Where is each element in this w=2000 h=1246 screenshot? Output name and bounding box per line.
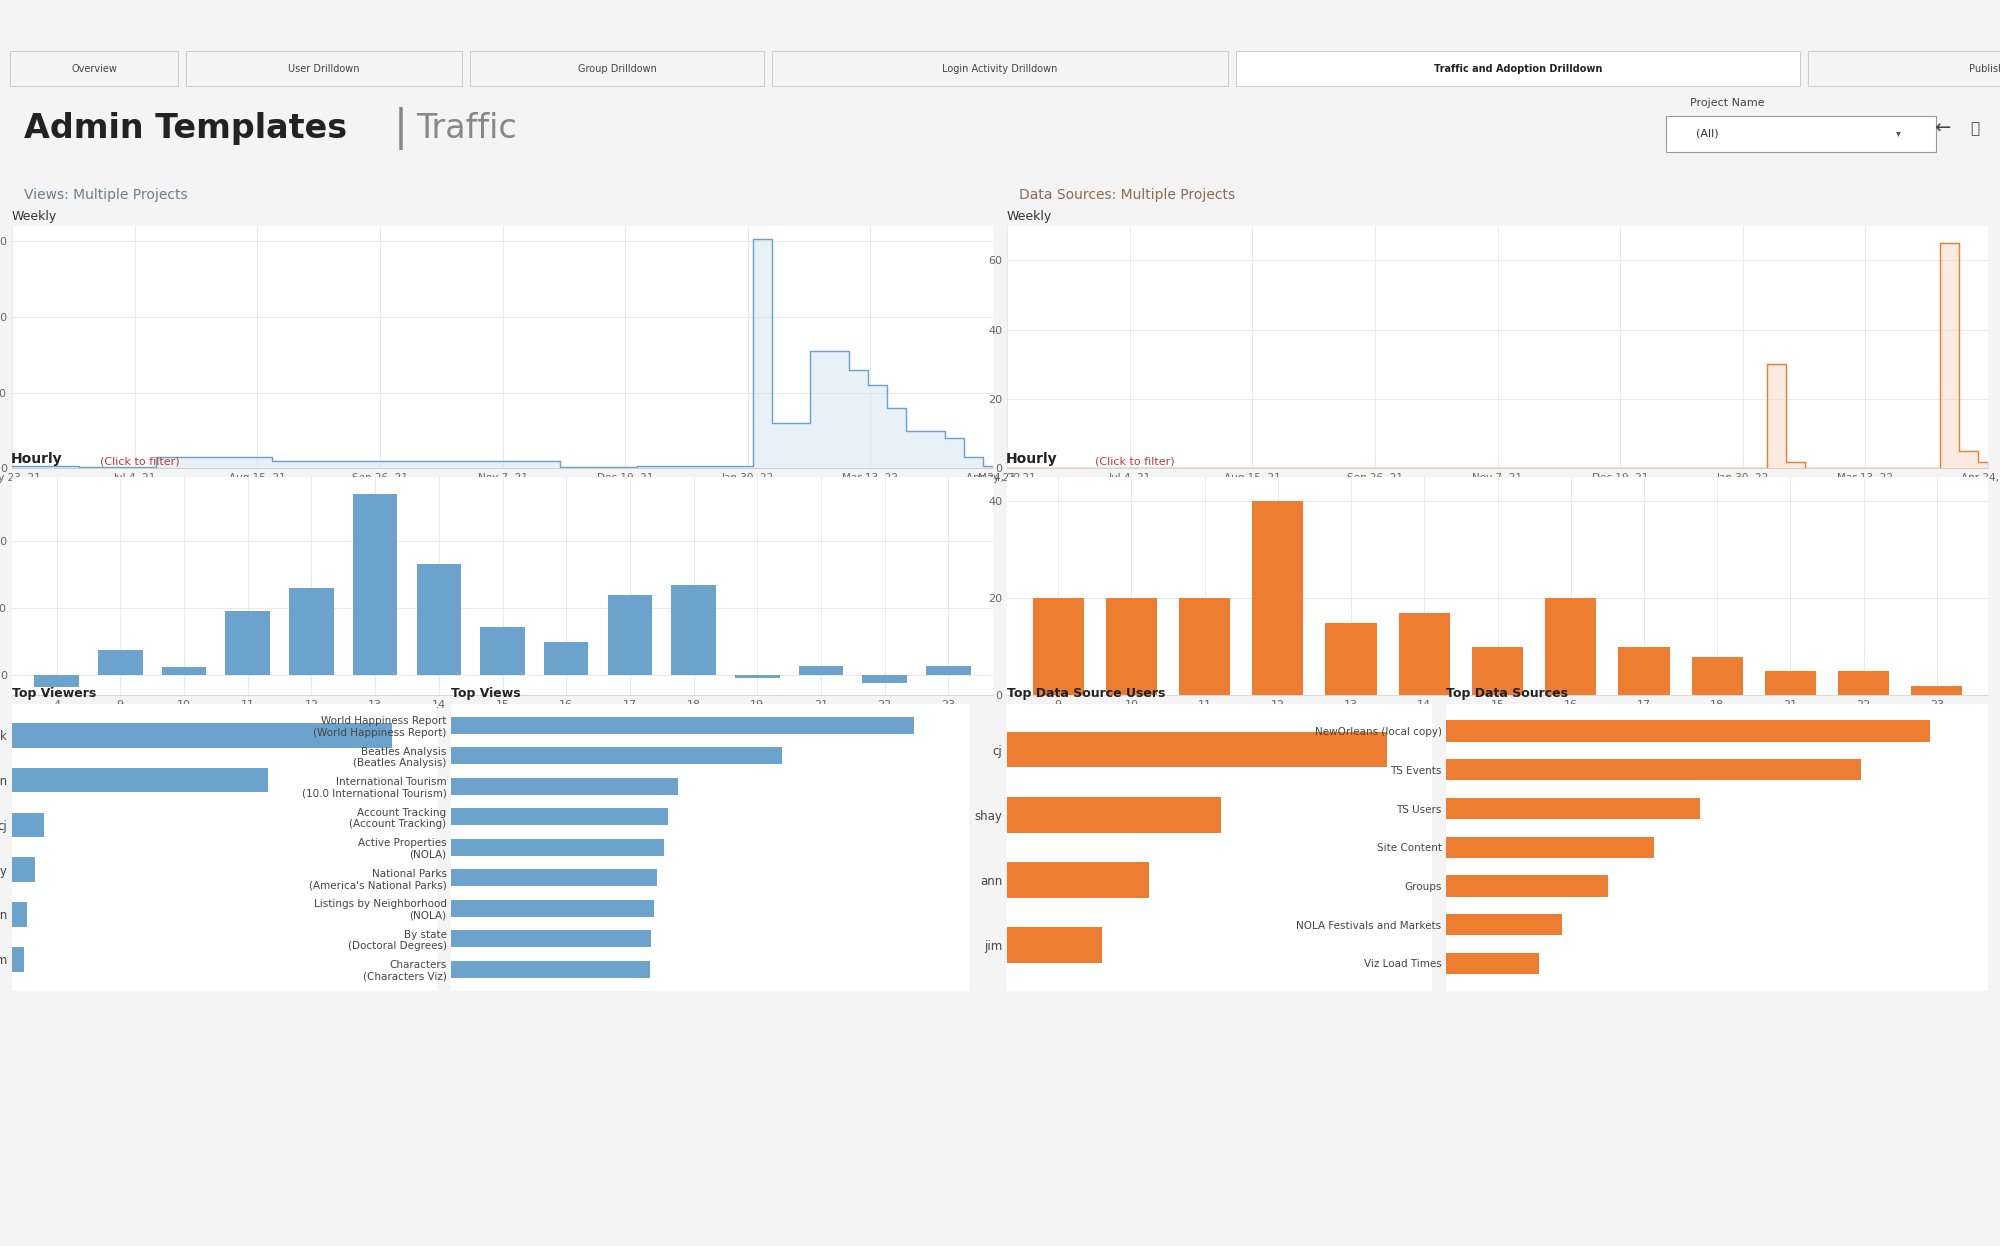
Bar — [452, 778, 678, 795]
Bar — [12, 902, 26, 927]
Bar — [1446, 759, 1860, 780]
FancyBboxPatch shape — [470, 51, 764, 86]
Bar — [1006, 862, 1150, 898]
Text: Weekly: Weekly — [1006, 211, 1052, 223]
Text: (All): (All) — [1696, 128, 1718, 138]
Text: Traffic and Adoption Drilldown: Traffic and Adoption Drilldown — [1434, 64, 1602, 74]
Bar — [1326, 623, 1376, 695]
Bar — [1546, 598, 1596, 695]
Bar — [226, 612, 270, 675]
Text: Admin Templates: Admin Templates — [24, 112, 348, 145]
FancyBboxPatch shape — [1666, 116, 1936, 152]
Text: ⓘ: ⓘ — [1970, 121, 1980, 136]
Bar — [608, 594, 652, 675]
Text: Traffic: Traffic — [416, 112, 516, 145]
Bar — [1446, 915, 1562, 936]
Text: Top Data Source Users: Top Data Source Users — [1006, 687, 1166, 700]
Text: Login Activity Drilldown: Login Activity Drilldown — [942, 64, 1058, 74]
Bar — [1912, 685, 1962, 695]
Bar — [452, 931, 652, 947]
Text: Weekly: Weekly — [12, 211, 58, 223]
FancyBboxPatch shape — [10, 51, 178, 86]
Bar — [452, 809, 668, 825]
Bar — [162, 667, 206, 675]
Text: |: | — [394, 107, 408, 150]
Bar — [926, 665, 970, 675]
Bar — [480, 627, 524, 675]
FancyBboxPatch shape — [186, 51, 462, 86]
Bar — [1446, 876, 1608, 897]
Bar — [452, 961, 650, 978]
Bar — [1446, 720, 1930, 741]
Text: Top Views: Top Views — [452, 687, 522, 700]
Text: Data Sources: Multiple Projects: Data Sources: Multiple Projects — [1018, 188, 1234, 203]
FancyBboxPatch shape — [1236, 51, 1800, 86]
Text: Views: Multiple Projects: Views: Multiple Projects — [24, 188, 188, 203]
Bar — [98, 650, 142, 675]
Bar — [452, 839, 664, 856]
Text: Overview: Overview — [72, 64, 116, 74]
Bar — [1006, 731, 1386, 768]
Bar — [1006, 796, 1220, 832]
Bar — [12, 723, 392, 748]
FancyBboxPatch shape — [772, 51, 1228, 86]
Bar — [12, 947, 24, 972]
Bar — [862, 675, 908, 683]
Bar — [1106, 598, 1158, 695]
Bar — [1472, 647, 1524, 695]
Bar — [1838, 672, 1890, 695]
Text: Top Viewers: Top Viewers — [12, 687, 96, 700]
Bar — [1692, 657, 1742, 695]
Bar — [1180, 598, 1230, 695]
Text: ▾: ▾ — [1896, 128, 1900, 138]
Bar — [1446, 797, 1700, 819]
Text: (Click to filter): (Click to filter) — [1096, 456, 1174, 466]
Bar — [1618, 647, 1670, 695]
Text: Top Data Sources: Top Data Sources — [1446, 687, 1568, 700]
Bar — [1032, 598, 1084, 695]
Bar — [452, 748, 782, 764]
Bar — [1446, 953, 1538, 974]
Bar — [1006, 927, 1102, 963]
Bar — [452, 716, 914, 734]
Bar — [1764, 672, 1816, 695]
Bar — [452, 900, 654, 917]
Text: Project Name: Project Name — [1690, 98, 1764, 108]
Text: Group Drilldown: Group Drilldown — [578, 64, 656, 74]
Bar — [798, 667, 844, 675]
Bar — [352, 493, 398, 675]
Text: (Click to filter): (Click to filter) — [100, 456, 180, 466]
Bar — [1398, 613, 1450, 695]
Bar — [452, 870, 658, 886]
FancyBboxPatch shape — [1808, 51, 2000, 86]
Text: Hourly: Hourly — [12, 452, 62, 466]
Bar — [12, 857, 36, 882]
Text: User Drilldown: User Drilldown — [288, 64, 360, 74]
Bar — [12, 768, 268, 792]
Bar — [1252, 501, 1304, 695]
Text: Publish Event Drilldown: Publish Event Drilldown — [1970, 64, 2000, 74]
Text: ←: ← — [1934, 118, 1950, 138]
Bar — [1446, 836, 1654, 858]
Bar — [672, 584, 716, 675]
Bar — [34, 675, 78, 688]
Bar — [290, 588, 334, 675]
Bar — [544, 642, 588, 675]
Bar — [736, 675, 780, 679]
Text: Hourly: Hourly — [1006, 452, 1058, 466]
Bar — [12, 812, 44, 837]
Bar — [416, 564, 462, 675]
